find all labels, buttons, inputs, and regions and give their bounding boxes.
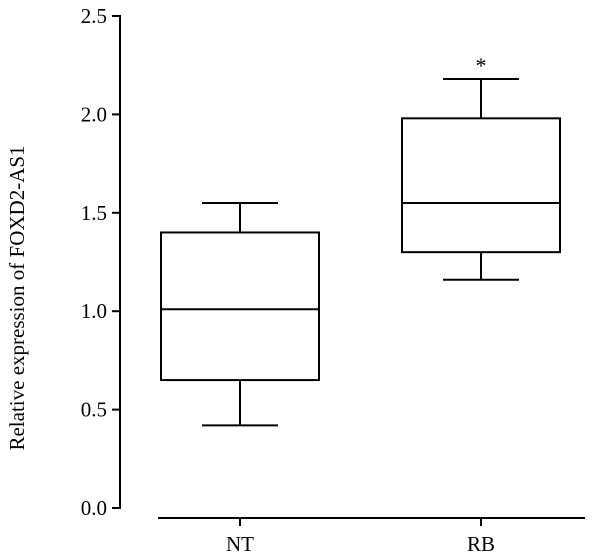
box-rb (401, 117, 561, 254)
y-tick-label: 0.0 (81, 496, 107, 520)
boxes: * (160, 53, 561, 427)
y-axis-ticks: 0.0 0.5 1.0 1.5 2.0 2.5 (81, 4, 120, 520)
significance-asterisk-rb: * (476, 53, 487, 78)
y-tick-label: 2.0 (81, 102, 107, 126)
y-tick-label: 2.5 (81, 4, 107, 28)
x-tick-label-rb: RB (467, 532, 495, 556)
box-nt (160, 231, 320, 382)
axes (119, 15, 585, 519)
y-tick-label: 1.0 (81, 299, 107, 323)
box-group-rb: * (401, 53, 561, 281)
box-group-nt (160, 201, 320, 427)
x-axis-ticks: NT RB (226, 518, 495, 556)
y-tick-label: 0.5 (81, 398, 107, 422)
y-tick-label: 1.5 (81, 201, 107, 225)
y-axis-title: Relative expression of FOXD2-AS1 (5, 145, 29, 450)
x-tick-label-nt: NT (226, 532, 254, 556)
